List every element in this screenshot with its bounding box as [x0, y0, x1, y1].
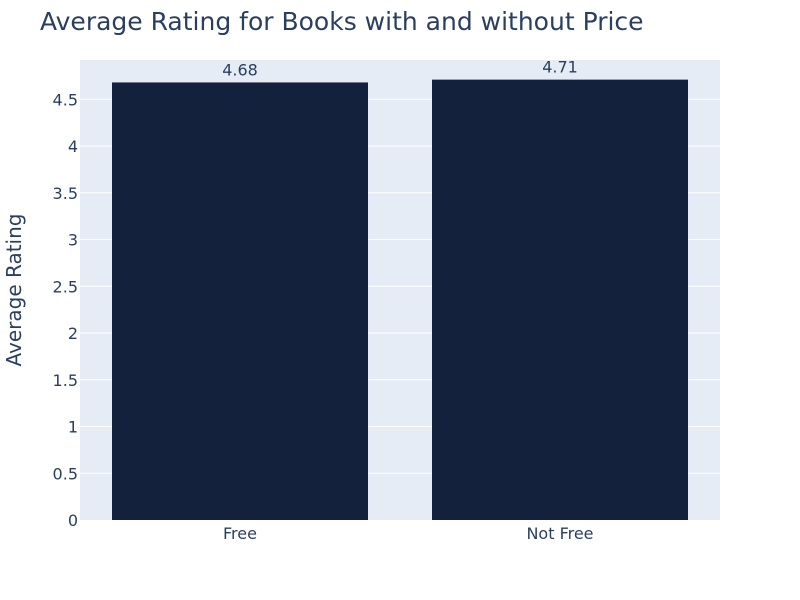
data-label: 4.68: [222, 60, 258, 79]
data-labels: 4.68 4.71: [222, 58, 578, 80]
x-tick-label: Not Free: [526, 524, 593, 543]
y-tick-label: 3.5: [53, 184, 78, 203]
x-tick-label: Free: [223, 524, 257, 543]
bar-not-free: [432, 79, 688, 520]
chart-title: Average Rating for Books with and withou…: [40, 7, 644, 36]
y-axis-ticks: 0 0.5 1 1.5 2 2.5 3 3.5 4 4.5: [53, 90, 78, 530]
y-tick-label: 2.5: [53, 277, 78, 296]
bars: [112, 79, 688, 520]
data-label: 4.71: [542, 58, 578, 77]
y-axis-label: Average Rating: [2, 214, 26, 367]
bar-free: [112, 82, 368, 520]
y-tick-label: 4: [68, 137, 78, 156]
y-tick-label: 1.5: [53, 371, 78, 390]
y-tick-label: 0.5: [53, 464, 78, 483]
y-tick-label: 2: [68, 324, 78, 343]
x-axis-ticks: Free Not Free: [223, 524, 594, 543]
y-tick-label: 3: [68, 231, 78, 250]
y-tick-label: 0: [68, 511, 78, 530]
y-tick-label: 1: [68, 418, 78, 437]
y-tick-label: 4.5: [53, 90, 78, 109]
